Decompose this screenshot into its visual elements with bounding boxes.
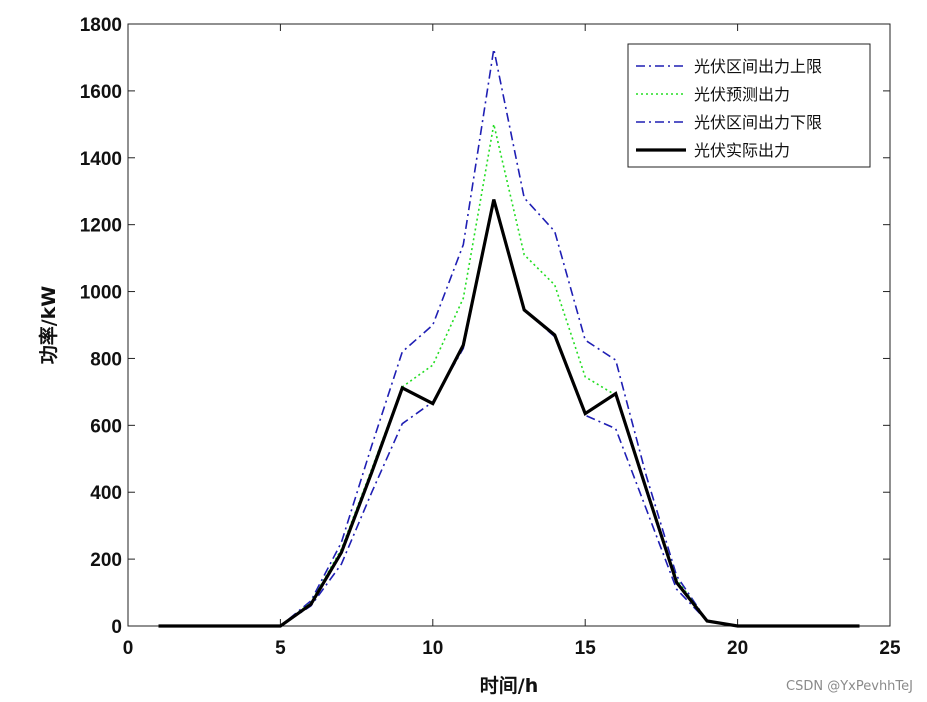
y-tick-label: 1000	[80, 283, 122, 304]
x-axis-label: 时间/h	[480, 675, 538, 697]
series-line-2	[158, 124, 860, 627]
x-tick-label: 10	[422, 638, 443, 659]
y-axis-label: 功率/kW	[37, 286, 60, 365]
x-tick-label: 15	[575, 638, 597, 659]
axis-ticks: 0 5 10 15 20 25 0 200 400 600 800 1000 1200 1400 1600 1…	[80, 15, 901, 659]
y-tick-label: 1800	[80, 15, 122, 36]
legend-entry-2: 光伏预测出力	[694, 85, 790, 104]
legend-entry-4: 光伏实际出力	[694, 141, 790, 160]
y-tick-label: 400	[90, 483, 122, 504]
watermark: CSDN @YxPevhhTeJ	[786, 679, 913, 694]
data-series	[158, 48, 860, 628]
series-line-3	[158, 199, 860, 627]
y-tick-label: 1400	[80, 149, 122, 170]
x-tick-label: 0	[123, 638, 134, 659]
x-tick-label: 25	[879, 638, 901, 659]
y-tick-label: 1600	[80, 82, 122, 103]
y-tick-label: 1200	[80, 216, 122, 237]
legend-entry-3: 光伏区间出力下限	[694, 113, 822, 132]
plot-frame	[127, 23, 891, 627]
y-tick-label: 600	[90, 416, 122, 437]
legend-box	[627, 43, 871, 168]
y-tick-label: 800	[90, 349, 122, 370]
legend-entry-1: 光伏区间出力上限	[694, 57, 822, 76]
y-tick-label: 0	[111, 617, 122, 638]
y-tick-label: 200	[90, 550, 122, 571]
x-tick-label: 20	[727, 638, 748, 659]
series-line-4	[158, 199, 860, 628]
x-tick-label: 5	[275, 638, 286, 659]
